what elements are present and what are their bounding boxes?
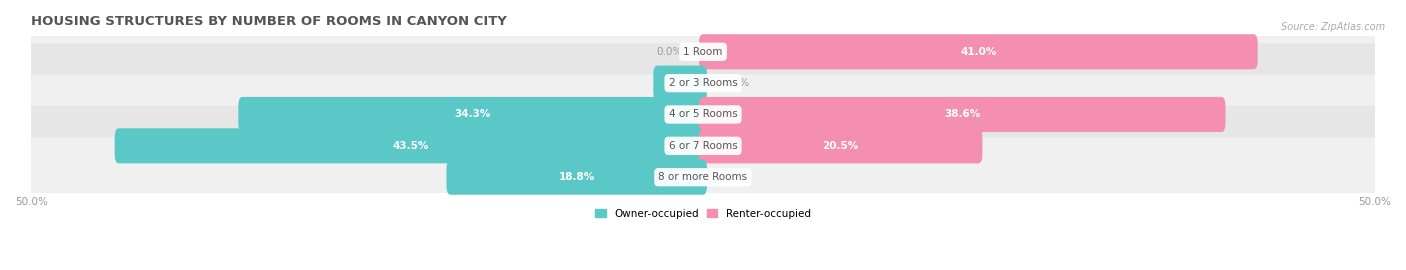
Text: 43.5%: 43.5% (392, 141, 429, 151)
Text: 34.3%: 34.3% (454, 110, 491, 120)
FancyBboxPatch shape (699, 34, 1258, 69)
FancyBboxPatch shape (699, 97, 1226, 132)
Text: 3.4%: 3.4% (665, 78, 695, 88)
Text: 1 Room: 1 Room (683, 47, 723, 57)
Text: 6 or 7 Rooms: 6 or 7 Rooms (669, 141, 737, 151)
Text: 0.0%: 0.0% (723, 78, 749, 88)
Text: 0.0%: 0.0% (657, 47, 683, 57)
FancyBboxPatch shape (238, 97, 707, 132)
Text: 38.6%: 38.6% (943, 110, 980, 120)
FancyBboxPatch shape (21, 75, 1385, 154)
Text: 41.0%: 41.0% (960, 47, 997, 57)
FancyBboxPatch shape (21, 137, 1385, 217)
FancyBboxPatch shape (699, 128, 983, 163)
Legend: Owner-occupied, Renter-occupied: Owner-occupied, Renter-occupied (592, 206, 814, 222)
FancyBboxPatch shape (21, 12, 1385, 92)
Text: 18.8%: 18.8% (558, 172, 595, 182)
FancyBboxPatch shape (115, 128, 707, 163)
Text: 8 or more Rooms: 8 or more Rooms (658, 172, 748, 182)
Text: 2 or 3 Rooms: 2 or 3 Rooms (669, 78, 737, 88)
FancyBboxPatch shape (21, 43, 1385, 123)
Text: HOUSING STRUCTURES BY NUMBER OF ROOMS IN CANYON CITY: HOUSING STRUCTURES BY NUMBER OF ROOMS IN… (31, 15, 508, 28)
Text: 4 or 5 Rooms: 4 or 5 Rooms (669, 110, 737, 120)
FancyBboxPatch shape (21, 106, 1385, 186)
Text: Source: ZipAtlas.com: Source: ZipAtlas.com (1281, 22, 1385, 32)
Text: 20.5%: 20.5% (823, 141, 859, 151)
FancyBboxPatch shape (654, 66, 707, 101)
FancyBboxPatch shape (447, 160, 707, 195)
Text: 0.0%: 0.0% (723, 172, 749, 182)
